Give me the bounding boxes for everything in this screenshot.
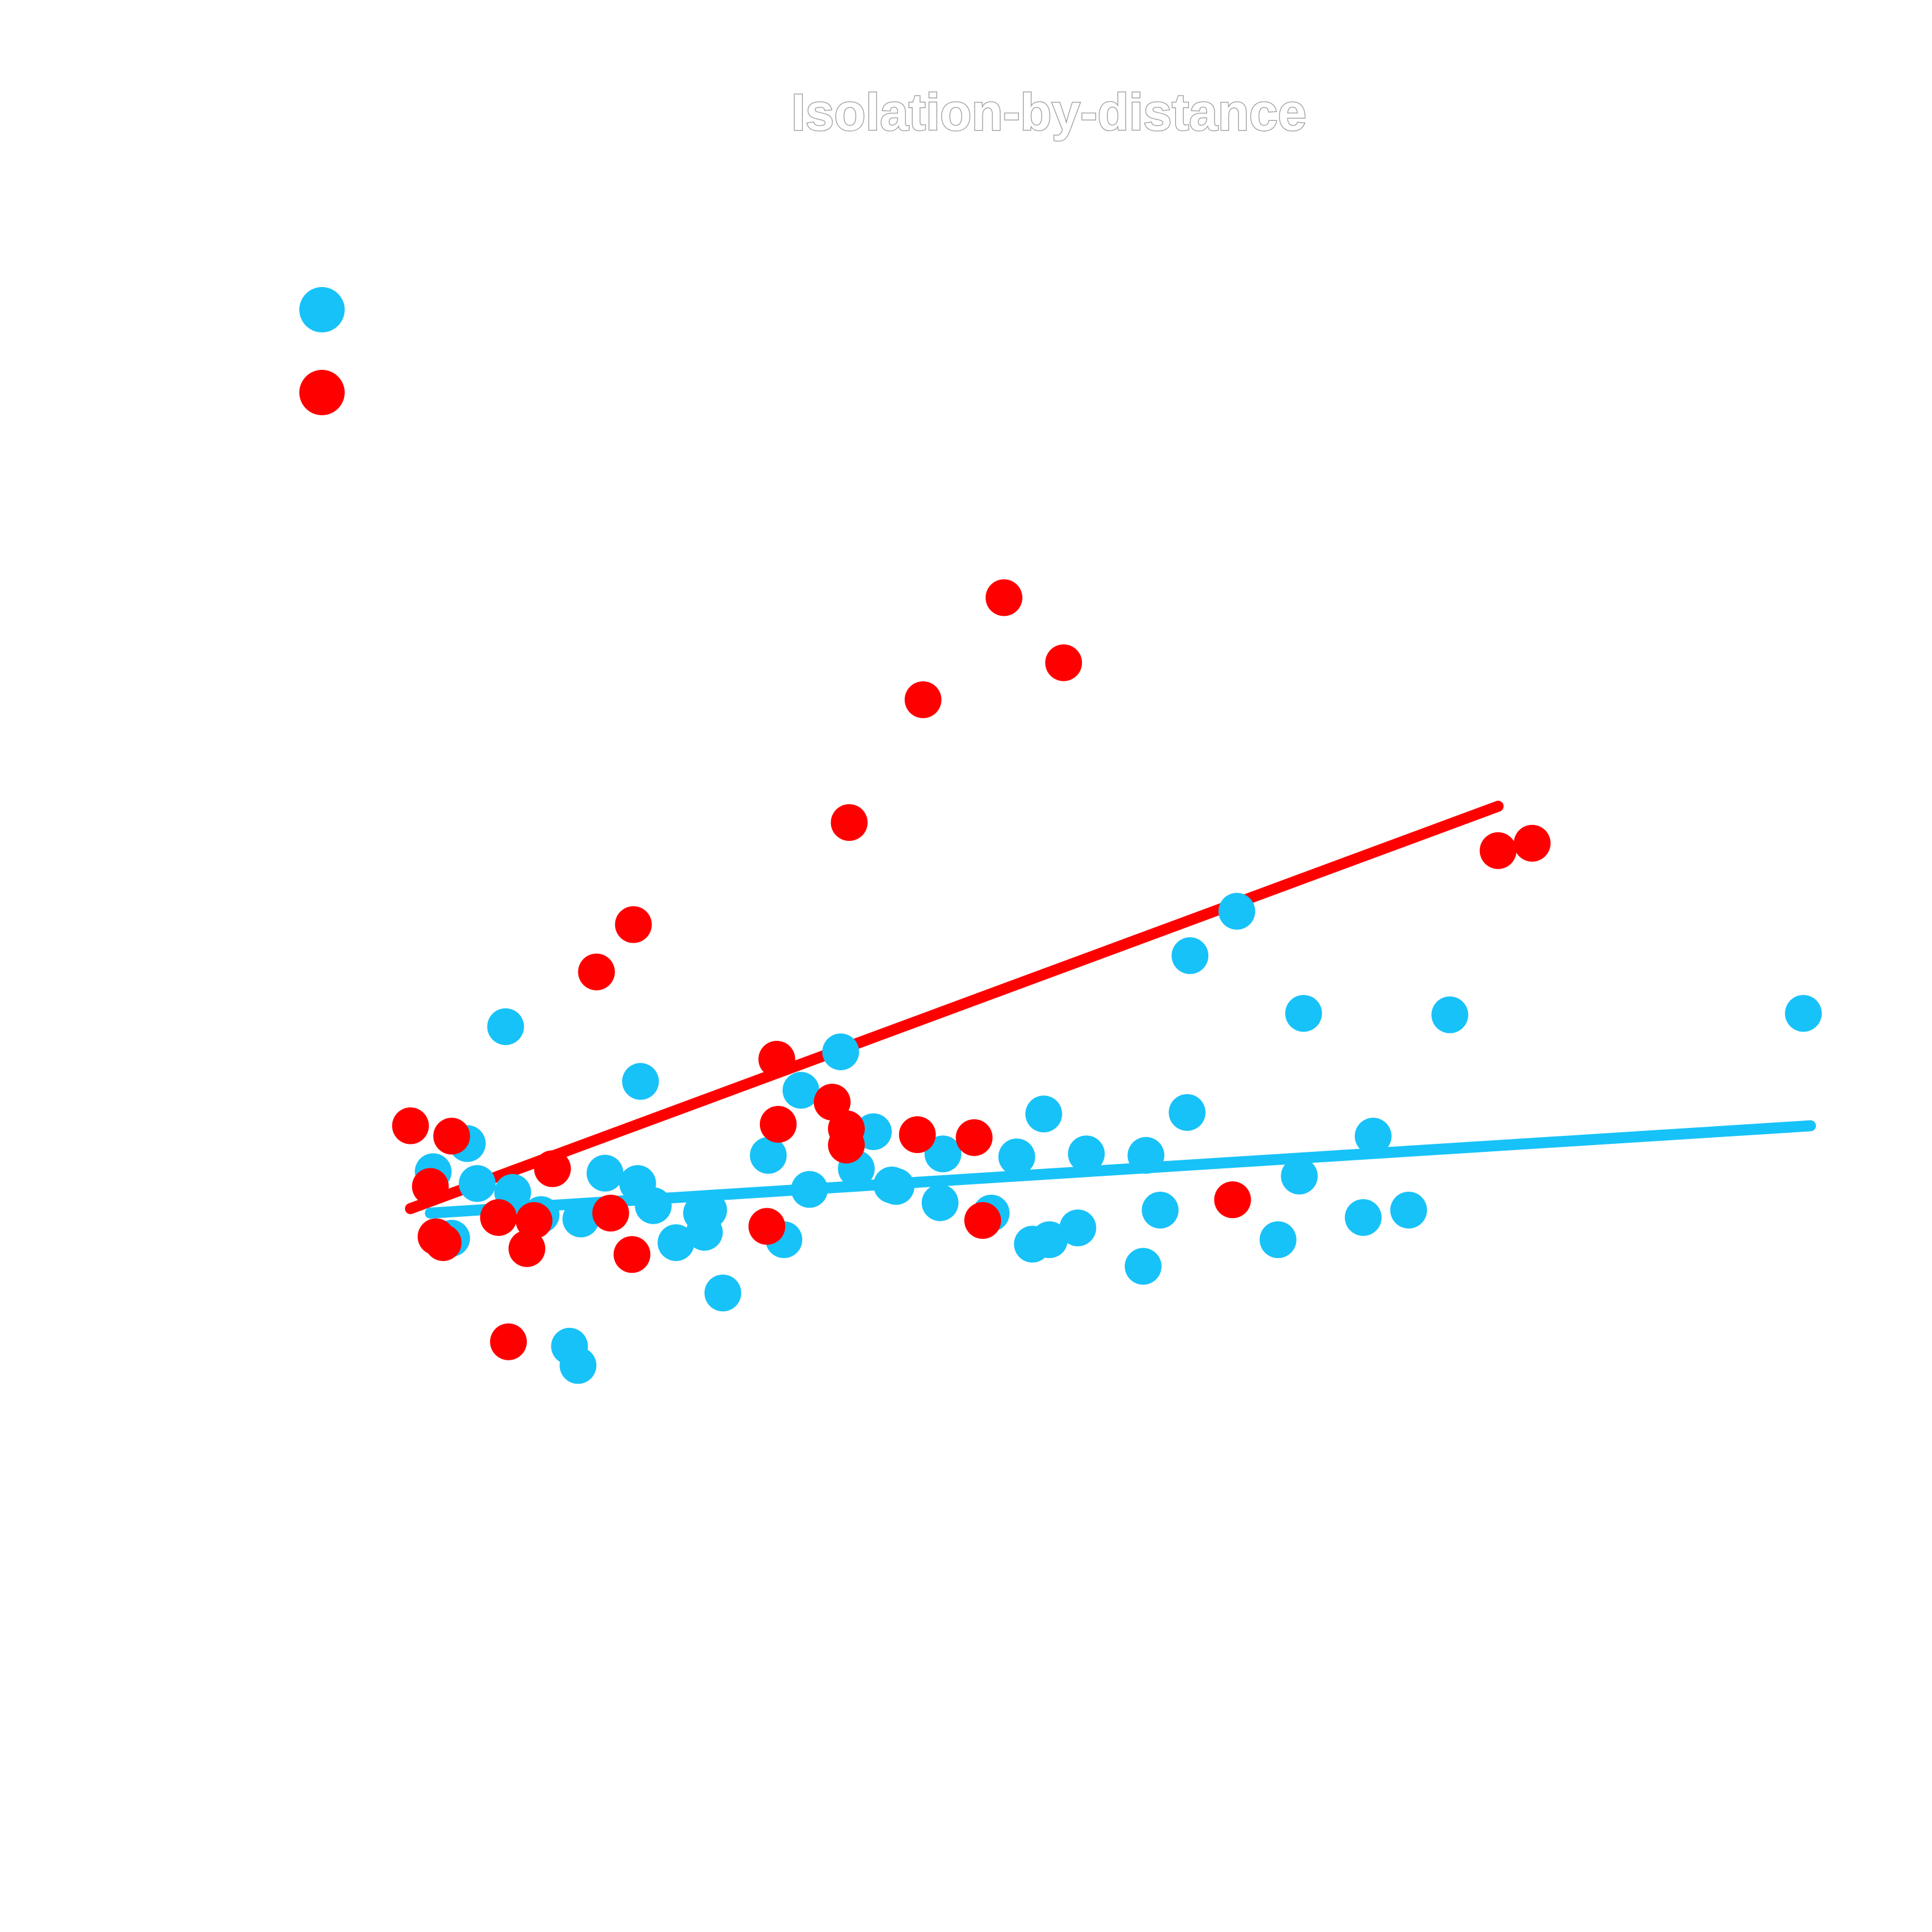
series-2-point-21 [904,681,941,718]
series-1-point-38 [1168,1094,1206,1131]
series-1-point-51 [1218,892,1255,930]
series-1-point-9 [622,1063,659,1100]
series-1-point-44 [1259,1221,1297,1259]
series-1-point-19 [690,1192,727,1229]
series-1-point-37 [1059,1209,1097,1246]
series-1-point-39 [1141,1192,1179,1229]
series-1-point-3 [459,1165,496,1202]
series-1-point-24 [921,1184,959,1221]
series-2-point-27 [1214,1181,1251,1219]
series-1-point-43 [1285,995,1322,1032]
series-1-point-14 [635,1187,672,1224]
series-1-point-47 [1390,1192,1427,1229]
series-2-point-15 [759,1106,797,1143]
series-1-point-41 [1127,1137,1165,1174]
series-1-point-8 [562,1200,600,1238]
fit-lines [405,800,1816,1219]
series-1-point-48 [1431,996,1468,1033]
series-2-point-10 [578,953,615,991]
series-1-point-45 [1344,1199,1382,1236]
series-2-point-5 [424,1224,462,1262]
series-2-point-9 [534,1150,571,1187]
series-1-point-46 [1354,1117,1392,1155]
series-1-point-21 [782,1071,819,1109]
fit-line-2 [405,800,1504,1214]
series-2-point-2 [433,1117,470,1155]
series-2-point-19 [830,804,868,841]
series-1-point-36 [1014,1225,1051,1263]
series-2-point-3 [412,1168,449,1205]
series-2-point-14 [748,1208,786,1245]
series-2-point-25 [956,1119,993,1156]
series-1-point-16 [657,1224,695,1262]
series-1-point-40 [1171,937,1209,975]
series-1-point-26 [791,1171,828,1208]
legend [299,287,345,415]
series-1-point-11 [559,1347,597,1384]
series-2-point-13 [613,1236,651,1273]
series-1-point-30 [924,1135,962,1173]
series-1-point-18 [704,1275,742,1312]
data-points [392,579,1822,1384]
series-2-point-6 [480,1199,517,1236]
series-2-point-8 [508,1230,546,1267]
series-2-point-16 [758,1041,795,1078]
series-2-point-23 [1045,644,1083,681]
series-2-point-29 [1479,832,1517,869]
legend-marker-1 [299,287,345,332]
series-2-point-7 [515,1202,553,1239]
series-2-point-1 [392,1107,429,1144]
series-2-point-12 [615,906,652,943]
series-1-point-20 [749,1137,787,1174]
series-2-point-30 [1514,824,1551,862]
series-1-point-12 [586,1154,624,1192]
series-2-point-11 [592,1194,629,1232]
series-1-point-32 [998,1138,1035,1176]
series-1-point-49 [1281,1157,1318,1195]
series-2-point-24 [899,1116,936,1154]
series-1-point-28 [877,1168,914,1205]
chart-title: Isolation-by-distance [791,83,1306,141]
series-1-point-22 [822,1033,859,1070]
series-1-point-34 [1025,1095,1062,1133]
series-1-point-5 [487,1008,524,1045]
series-2-point-20 [827,1126,865,1163]
series-1-point-35 [1068,1135,1105,1173]
series-2-point-22 [985,579,1022,616]
series-1-point-42 [1124,1248,1162,1285]
series-2-point-26 [964,1202,1002,1239]
legend-marker-2 [299,370,345,415]
series-2-point-28 [489,1323,527,1360]
series-1-point-50 [1785,995,1822,1032]
